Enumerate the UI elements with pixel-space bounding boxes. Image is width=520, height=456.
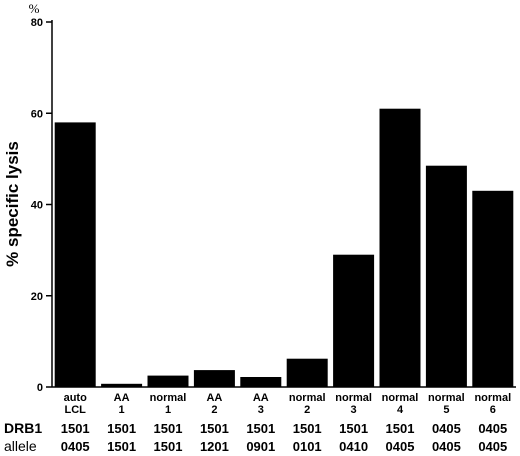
drb1-row-label: DRB1 <box>4 420 42 436</box>
y-tick-label-80: 80 <box>31 17 43 29</box>
allele-9-bottom: 0405 <box>432 439 461 454</box>
allele-4-bottom: 1201 <box>200 439 229 454</box>
x-label-7-line1: normal <box>335 392 372 404</box>
x-label-5-line2: 3 <box>258 404 264 416</box>
allele-9-top: 0405 <box>432 421 461 436</box>
y-unit-label: % <box>29 1 40 16</box>
x-label-2-line1: AA <box>114 392 130 404</box>
allele-5-bottom: 0901 <box>246 439 275 454</box>
y-axis-title: % specific lysis <box>3 141 22 267</box>
bar-7 <box>333 254 375 387</box>
allele-2-bottom: 1501 <box>107 439 136 454</box>
x-label-10-line1: normal <box>474 392 511 404</box>
allele-2-top: 1501 <box>107 421 136 436</box>
bar-8 <box>379 108 421 387</box>
x-label-3-line2: 1 <box>165 404 171 416</box>
x-label-6-line2: 2 <box>304 404 310 416</box>
allele-6-top: 1501 <box>293 421 322 436</box>
x-label-10-line2: 6 <box>490 404 496 416</box>
x-label-4-line2: 2 <box>211 404 217 416</box>
allele-7-bottom: 0410 <box>339 439 368 454</box>
x-label-9-line1: normal <box>428 392 465 404</box>
x-label-8-line2: 4 <box>397 404 404 416</box>
bar-10 <box>472 190 514 387</box>
allele-6-bottom: 0101 <box>293 439 322 454</box>
x-category-labels: autoLCLAA1normal1AA2AA3normal2normal3nor… <box>64 392 512 416</box>
y-tick-label-60: 60 <box>31 108 43 120</box>
x-label-1-line2: LCL <box>65 404 87 416</box>
bar-6 <box>286 358 328 387</box>
bar-1 <box>54 122 96 388</box>
bar-5 <box>240 377 282 387</box>
allele-5-top: 1501 <box>246 421 275 436</box>
y-tick-label-40: 40 <box>31 200 43 212</box>
x-label-7-line2: 3 <box>351 404 357 416</box>
allele-1-bottom: 0405 <box>61 439 90 454</box>
allele-rows: 1501 0405 1501 1501 1501 1501 1501 1201 1501 0901… <box>61 421 508 454</box>
bars <box>54 108 514 388</box>
allele-3-top: 1501 <box>154 421 183 436</box>
x-label-9-line2: 5 <box>443 404 449 416</box>
allele-10-bottom: 0405 <box>478 439 507 454</box>
x-label-8-line1: normal <box>382 392 419 404</box>
allele-3-bottom: 1501 <box>154 439 183 454</box>
allele-4-top: 1501 <box>200 421 229 436</box>
y-tick-label-0: 0 <box>37 382 43 394</box>
allele-row-label: allele <box>4 438 37 454</box>
allele-10-top: 0405 <box>478 421 507 436</box>
x-label-3-line1: normal <box>150 392 187 404</box>
bar-3 <box>147 375 189 387</box>
y-ticks: 0 20 40 60 80 <box>31 17 52 394</box>
x-label-1-line1: auto <box>64 392 88 404</box>
x-label-2-line2: 1 <box>119 404 125 416</box>
y-tick-label-20: 20 <box>31 291 43 303</box>
allele-8-top: 1501 <box>386 421 415 436</box>
bar-2 <box>101 383 143 387</box>
x-label-6-line1: normal <box>289 392 326 404</box>
bar-9 <box>425 165 467 387</box>
x-label-4-line1: AA <box>206 392 222 404</box>
x-label-5-line1: AA <box>253 392 269 404</box>
allele-8-bottom: 0405 <box>386 439 415 454</box>
allele-7-top: 1501 <box>339 421 368 436</box>
allele-1-top: 1501 <box>61 421 90 436</box>
bar-4 <box>193 370 235 387</box>
